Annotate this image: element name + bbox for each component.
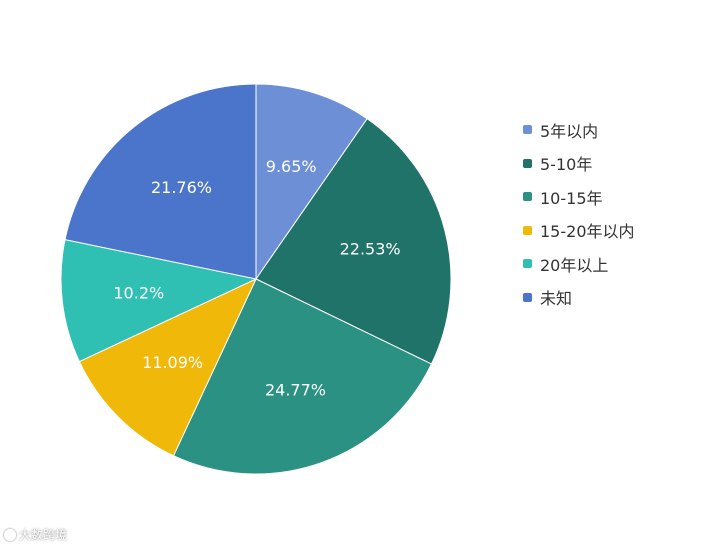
legend-swatch <box>523 125 532 135</box>
pie-slice-3[interactable] <box>172 278 433 475</box>
legend-item-3[interactable]: 10-15年 <box>523 180 635 214</box>
watermark-credit: 大数跨境 <box>4 526 67 543</box>
legend-item-1[interactable]: 5年以内 <box>523 113 635 147</box>
slice-label-5: 10.2% <box>113 283 164 302</box>
pie-slice-4[interactable] <box>78 277 258 457</box>
legend-label: 15-20年以内 <box>540 222 635 242</box>
legend-item-2[interactable]: 5-10年 <box>523 147 635 181</box>
legend: 5年以内 5-10年 10-15年 15-20年以内 20年以上未知 <box>523 113 635 314</box>
pie-slice-labels: 9.65% 22.53% 24.77% 11.09% 10.2% 21.76% <box>113 157 400 400</box>
legend-swatch <box>523 192 532 202</box>
pie-slices <box>60 83 452 475</box>
pie-slice-6[interactable] <box>64 83 257 280</box>
legend-label: 5-10年 <box>540 155 593 175</box>
legend-swatch <box>523 292 532 302</box>
copyright-icon <box>4 528 16 541</box>
pie-slice-2[interactable] <box>255 118 452 365</box>
legend-item-6[interactable]: 未知 <box>523 281 635 315</box>
legend-item-5[interactable]: 20年以上 <box>523 247 635 281</box>
legend-swatch <box>523 158 532 168</box>
slice-label-1: 9.65% <box>266 157 317 176</box>
legend-label: 20年以上 <box>540 255 609 275</box>
legend-label: 10-15年 <box>540 188 603 208</box>
pie-slice-5[interactable] <box>60 238 258 363</box>
legend-swatch <box>523 225 532 235</box>
legend-label: 5年以内 <box>540 121 599 141</box>
slice-label-3: 24.77% <box>265 381 326 400</box>
legend-swatch <box>523 259 532 269</box>
legend-item-4[interactable]: 15-20年以内 <box>523 214 635 248</box>
legend-label: 未知 <box>540 289 573 309</box>
slice-label-2: 22.53% <box>340 240 401 259</box>
credit-text: 大数跨境 <box>19 528 68 542</box>
slice-label-6: 21.76% <box>151 178 212 197</box>
pie-slice-1[interactable] <box>255 83 368 281</box>
slice-label-4: 11.09% <box>142 353 203 372</box>
